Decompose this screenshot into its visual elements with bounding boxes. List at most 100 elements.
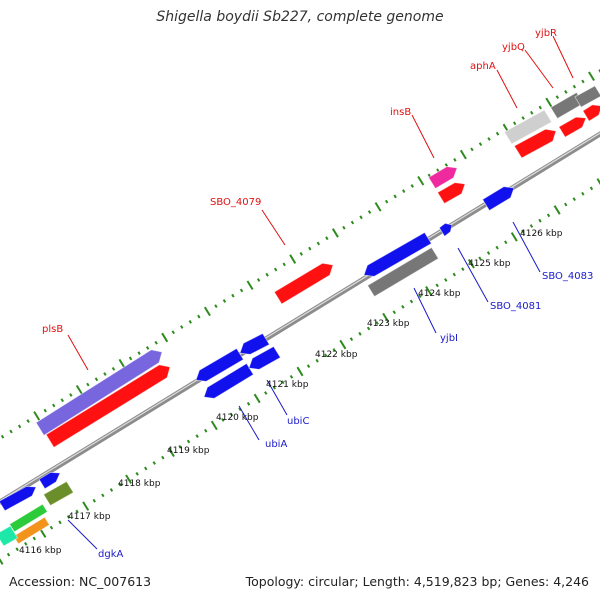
minor-tick <box>358 331 362 336</box>
minor-tick <box>478 256 482 261</box>
major-tick <box>210 420 218 431</box>
minor-tick <box>94 377 99 382</box>
scale-label-4126: 4126 kbp <box>520 229 563 239</box>
minor-tick <box>598 69 600 73</box>
minor-tick <box>0 434 5 439</box>
minor-tick <box>154 340 158 345</box>
minor-tick <box>188 319 192 324</box>
minor-tick <box>214 304 218 309</box>
minor-tick <box>103 372 107 376</box>
scale-label-4125: 4125 kbp <box>468 259 511 269</box>
minor-tick <box>529 224 534 228</box>
feature-teal <box>0 525 19 547</box>
feature-yjbR-gray <box>574 85 600 108</box>
major-tick <box>33 411 41 421</box>
minor-tick <box>171 330 175 335</box>
minor-tick <box>86 382 90 387</box>
map-title: Shigella boydii Sb227, complete genome <box>156 9 444 25</box>
scale-label-4121: 4121 kbp <box>266 380 309 390</box>
major-tick <box>331 228 339 238</box>
minor-tick <box>231 293 235 298</box>
minor-tick <box>444 278 448 282</box>
feature-SBO_4079 <box>273 262 334 305</box>
minor-tick <box>144 466 148 471</box>
minor-tick <box>111 366 116 371</box>
gene-label-ubiA: ubiA <box>265 439 287 450</box>
minor-tick <box>137 351 141 356</box>
minor-tick <box>101 493 105 498</box>
minor-tick <box>581 79 585 84</box>
feature-SBO_4081 <box>438 222 453 237</box>
feature-yjbI-gray <box>367 246 439 298</box>
minor-tick <box>221 418 225 422</box>
feature-ubiC-upper <box>239 332 270 355</box>
feature-aphA-red <box>513 128 557 159</box>
feature-left-blue-outer <box>0 486 37 512</box>
minor-tick <box>9 429 13 434</box>
outer-tick-ring <box>0 69 600 439</box>
major-tick <box>339 339 347 350</box>
minor-tick <box>487 137 491 141</box>
genome-backbone-highlight <box>0 132 600 502</box>
major-tick <box>382 312 390 323</box>
minor-tick <box>24 541 28 546</box>
genome-backbone <box>0 131 600 505</box>
minor-tick <box>366 326 371 331</box>
major-tick <box>203 306 211 317</box>
minor-tick <box>359 215 363 220</box>
minor-tick <box>15 547 19 552</box>
major-tick <box>161 332 169 343</box>
minor-tick <box>495 245 499 250</box>
minor-tick <box>265 272 269 277</box>
minor-tick <box>470 147 474 152</box>
major-tick <box>289 254 297 264</box>
minor-tick <box>453 157 457 162</box>
minor-tick <box>92 498 96 503</box>
minor-tick <box>572 197 576 202</box>
major-tick <box>0 558 4 565</box>
scale-label-4119: 4119 kbp <box>167 446 210 456</box>
scale-labels: 4116 kbp 4117 kbp 4118 kbp 4119 kbp 4120… <box>19 229 563 556</box>
major-tick <box>553 205 561 215</box>
gene-label-yjbI: yjbI <box>440 333 458 344</box>
feature-ubiA-upper <box>195 347 244 382</box>
minor-tick <box>564 202 568 207</box>
minor-tick <box>349 337 354 342</box>
feature-green <box>9 503 48 533</box>
minor-tick <box>256 278 261 282</box>
minor-tick <box>436 168 440 173</box>
gene-label-dgkA: dgkA <box>98 549 123 560</box>
minor-tick <box>393 194 397 199</box>
scale-label-4117: 4117 kbp <box>68 512 111 522</box>
feature-dgkA <box>43 480 74 507</box>
minor-tick <box>145 346 150 350</box>
minor-tick <box>332 348 336 352</box>
feature-plsB-red <box>45 364 171 448</box>
scale-label-4122: 4122 kbp <box>315 350 358 360</box>
minor-tick <box>26 419 30 424</box>
minor-tick <box>69 393 73 397</box>
minor-tick <box>17 424 22 429</box>
minor-tick <box>452 272 456 277</box>
scale-label-4118: 4118 kbp <box>118 479 161 489</box>
major-tick <box>296 366 304 377</box>
scale-label-4123: 4123 kbp <box>367 319 410 329</box>
minor-tick <box>229 412 234 417</box>
minor-tick <box>350 220 355 225</box>
minor-tick <box>555 95 560 100</box>
major-tick <box>246 280 254 291</box>
minor-tick <box>6 552 11 557</box>
minor-tick <box>289 374 294 379</box>
minor-tick <box>186 439 191 444</box>
major-tick <box>82 501 90 511</box>
minor-tick <box>564 89 568 94</box>
minor-tick <box>43 408 47 413</box>
minor-tick <box>546 213 551 218</box>
minor-tick <box>521 116 525 120</box>
minor-tick <box>375 321 379 325</box>
minor-tick <box>367 210 372 214</box>
minor-tick <box>178 445 182 449</box>
minor-tick <box>161 455 165 460</box>
feature-ubiC <box>248 345 281 370</box>
minor-tick <box>264 391 268 395</box>
